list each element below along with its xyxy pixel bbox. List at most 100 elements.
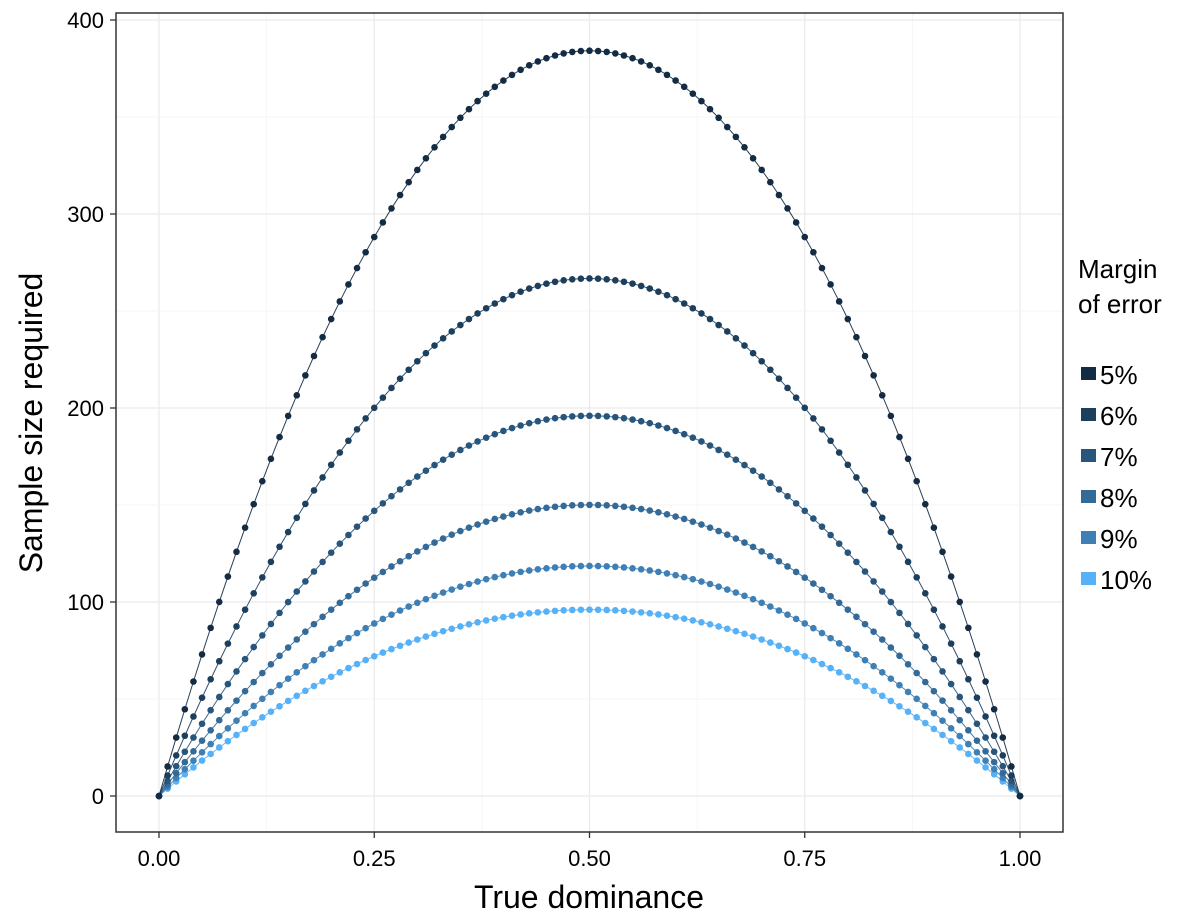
- data-point: [749, 543, 757, 551]
- data-point: [861, 656, 869, 664]
- data-point: [276, 702, 283, 710]
- data-point: [215, 716, 223, 724]
- data-point: [336, 640, 344, 647]
- data-point: [896, 681, 903, 689]
- y-tick-label: 0: [92, 784, 104, 809]
- data-point: [198, 694, 206, 701]
- data-point: [577, 562, 585, 570]
- data-point: [990, 705, 998, 713]
- data-point: [732, 627, 740, 635]
- data-point: [388, 205, 395, 212]
- x-tick-label: 0.75: [783, 846, 826, 871]
- data-point: [431, 342, 438, 349]
- data-point: [792, 568, 800, 576]
- data-point: [267, 688, 275, 696]
- data-point: [577, 47, 585, 55]
- data-point: [233, 717, 240, 724]
- data-point: [603, 606, 611, 614]
- data-point: [534, 565, 542, 573]
- data-point: [568, 275, 576, 283]
- data-point: [706, 580, 714, 588]
- data-point: [310, 682, 318, 690]
- data-point: [439, 456, 447, 464]
- data-point: [327, 549, 335, 556]
- data-point: [792, 219, 800, 226]
- data-point: [302, 372, 309, 379]
- data-point: [405, 603, 412, 610]
- data-point: [172, 734, 180, 741]
- data-point: [233, 623, 240, 630]
- data-point: [250, 590, 258, 597]
- data-point: [784, 645, 791, 653]
- data-point: [758, 473, 765, 480]
- data-point: [164, 763, 171, 770]
- data-point: [603, 48, 611, 56]
- data-point: [749, 349, 757, 357]
- data-point: [259, 574, 266, 581]
- data-point: [259, 695, 266, 703]
- data-point: [646, 285, 654, 292]
- data-point: [930, 725, 938, 733]
- data-point: [982, 734, 989, 741]
- data-point: [784, 205, 791, 212]
- data-point: [629, 280, 636, 287]
- data-point: [241, 655, 249, 663]
- data-point: [767, 639, 774, 646]
- data-point: [990, 771, 998, 778]
- data-point: [345, 664, 352, 672]
- data-point: [603, 502, 611, 509]
- data-point: [327, 673, 335, 681]
- data-point: [551, 503, 559, 511]
- data-point: [663, 424, 671, 432]
- legend-swatch: [1081, 572, 1096, 585]
- data-point: [362, 580, 369, 587]
- data-point: [259, 632, 266, 639]
- data-point: [947, 706, 955, 714]
- data-point: [448, 328, 456, 335]
- data-point: [319, 558, 326, 566]
- data-point: [284, 697, 292, 705]
- data-point: [956, 744, 964, 751]
- data-point: [973, 757, 981, 764]
- data-point: [913, 632, 920, 639]
- data-point: [508, 71, 516, 79]
- data-point: [749, 633, 757, 640]
- data-point: [767, 178, 774, 186]
- data-point: [439, 589, 447, 596]
- data-point: [896, 433, 903, 441]
- data-point: [431, 539, 438, 546]
- legend-item: 6%: [1081, 401, 1138, 431]
- data-point: [612, 607, 619, 614]
- data-point: [439, 535, 447, 542]
- data-point: [241, 687, 249, 695]
- data-point: [259, 713, 266, 721]
- data-point: [207, 624, 214, 632]
- data-point: [551, 52, 559, 59]
- data-point: [414, 599, 421, 607]
- data-point: [267, 558, 275, 566]
- data-point: [999, 774, 1007, 782]
- data-point: [517, 568, 524, 576]
- data-point: [801, 233, 809, 241]
- data-point: [465, 105, 473, 113]
- series-6pct: [155, 275, 1024, 800]
- data-point: [353, 629, 361, 637]
- data-point: [577, 275, 585, 282]
- data-point: [655, 422, 662, 429]
- y-axis: 0 100 200 300 400: [67, 8, 116, 809]
- data-point: [715, 623, 722, 630]
- legend-label: 7%: [1100, 442, 1138, 472]
- data-point: [930, 709, 938, 717]
- data-point: [706, 620, 714, 628]
- data-point: [982, 757, 989, 764]
- data-point: [680, 573, 688, 581]
- data-point: [646, 567, 654, 574]
- data-point: [457, 114, 464, 122]
- data-point: [525, 285, 533, 292]
- data-point: [224, 573, 232, 580]
- data-point: [310, 487, 318, 494]
- data-point: [930, 687, 938, 695]
- data-point: [637, 505, 645, 513]
- data-point: [551, 414, 559, 422]
- data-point: [612, 502, 619, 510]
